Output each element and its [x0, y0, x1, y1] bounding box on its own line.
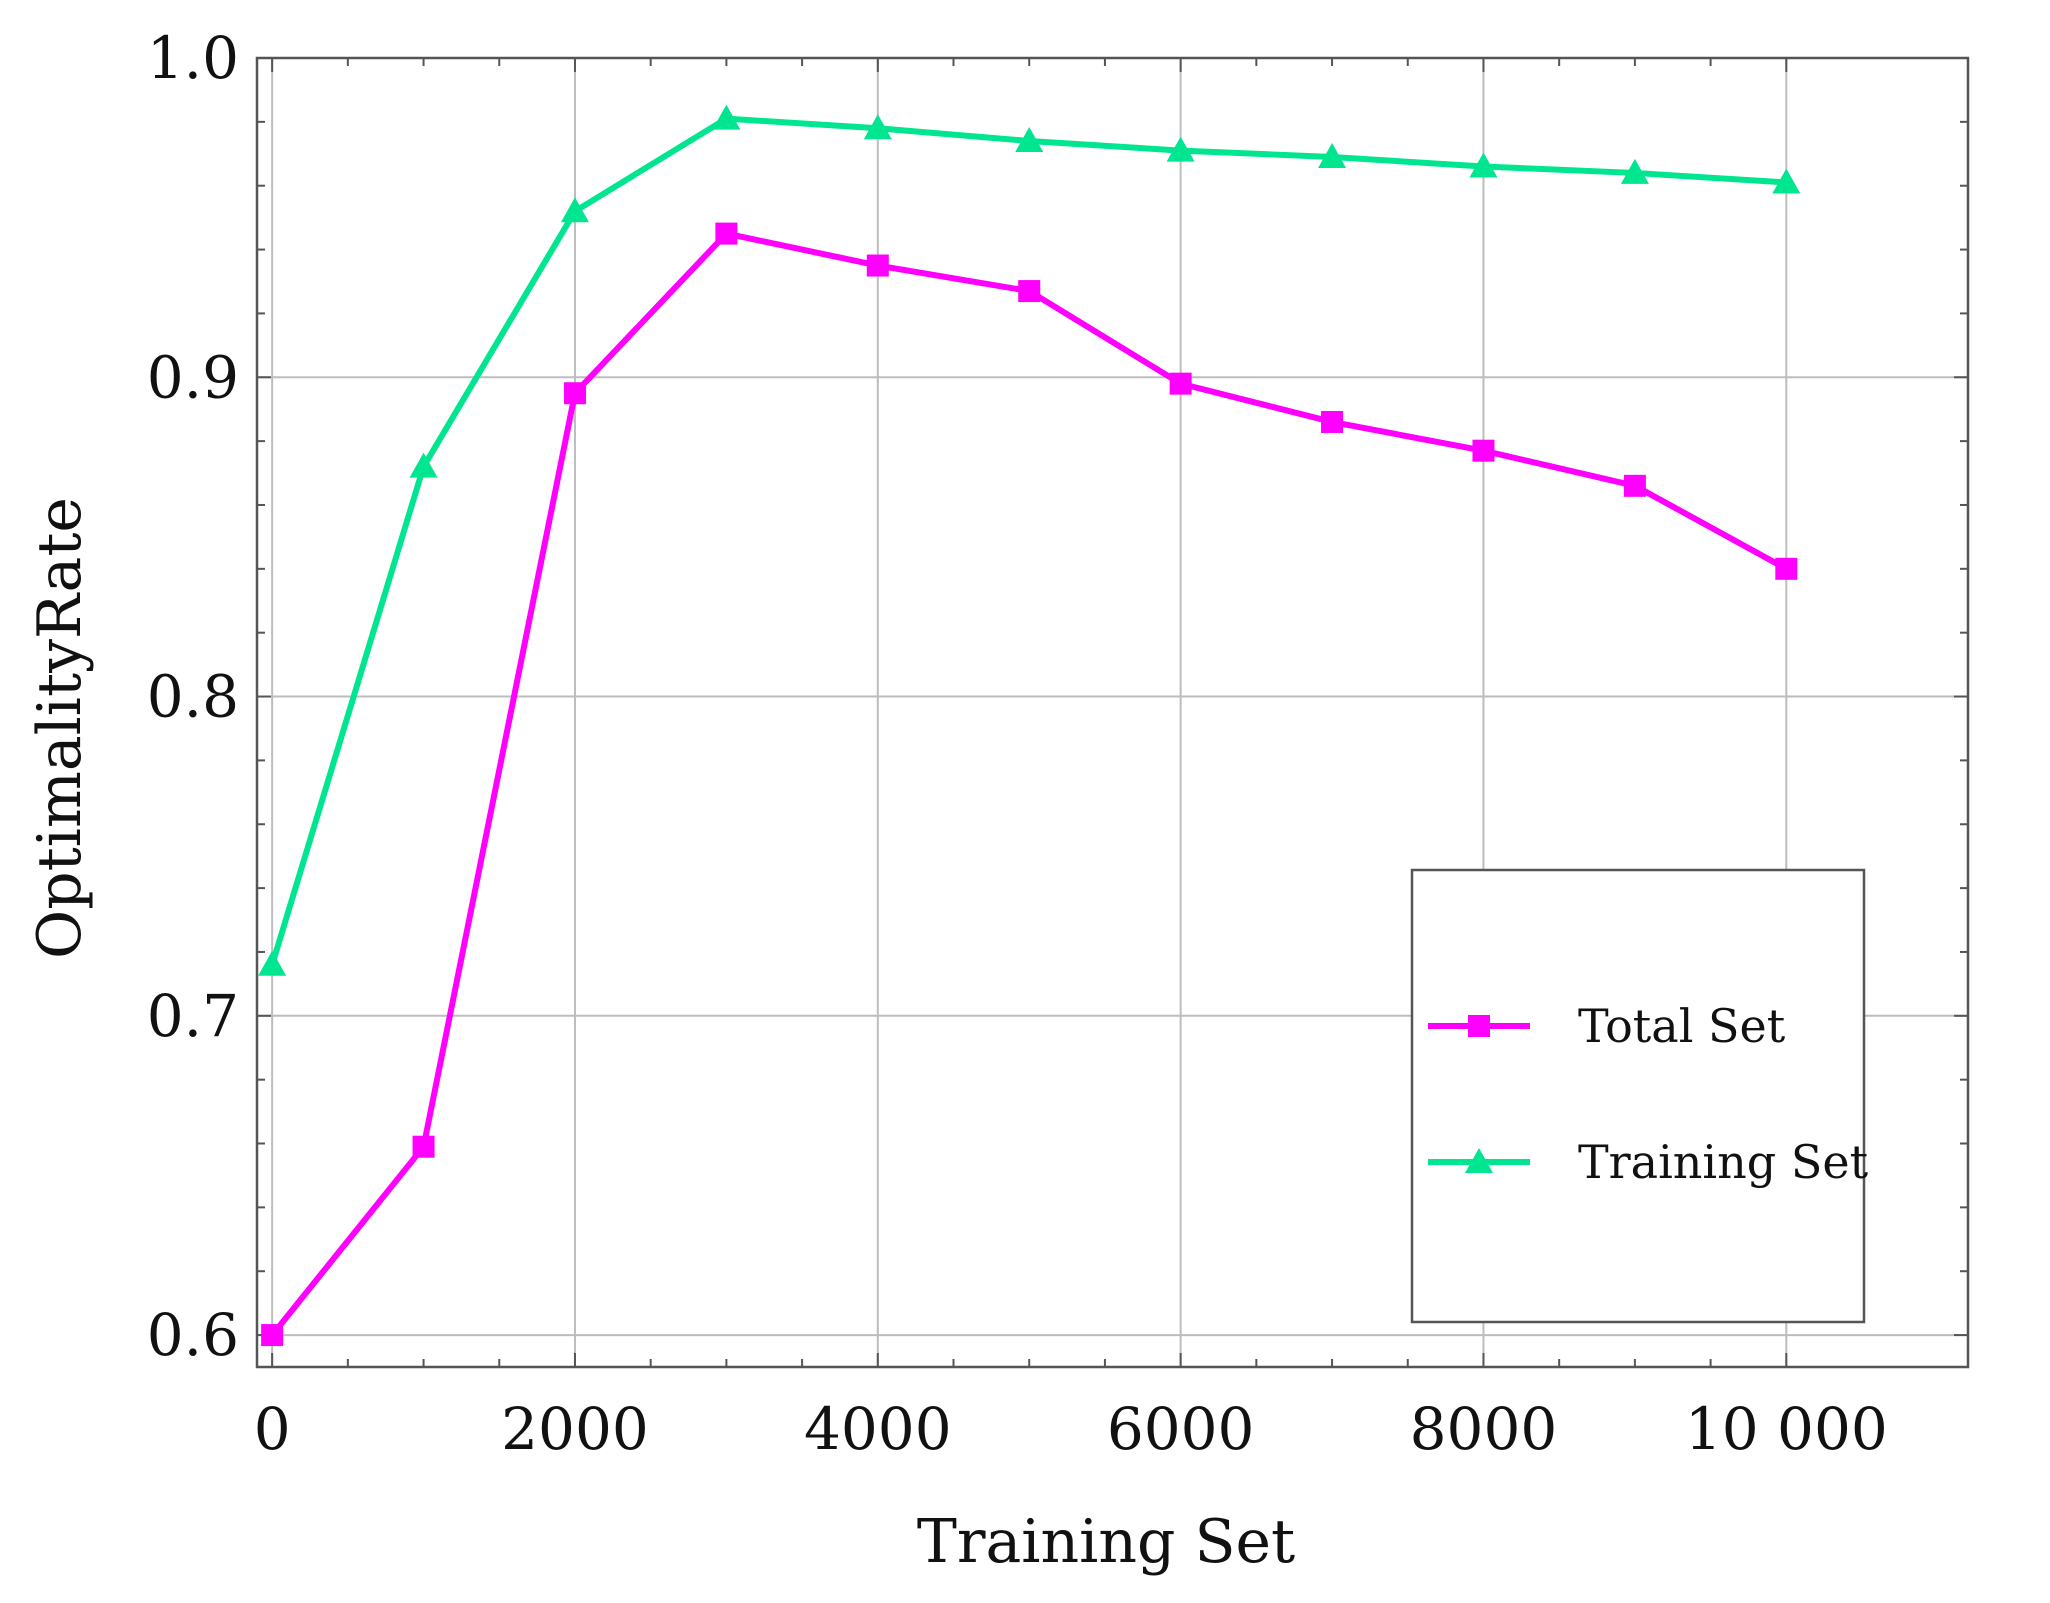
y-tick-label: 1.0 [147, 24, 239, 92]
series-total-set [261, 222, 1798, 1347]
plot-frame [255, 56, 1970, 1369]
data-point-training-set [409, 452, 438, 478]
legend: Total Set Training Set [1410, 868, 1869, 1324]
legend-label: Total Set [1578, 999, 1786, 1053]
legend-marker [1465, 1148, 1493, 1173]
data-point-total-set [715, 222, 738, 245]
legend-box [1410, 868, 1866, 1324]
data-point-total-set [1472, 439, 1495, 462]
y-tick-label: 0.6 [147, 1301, 239, 1369]
data-point-training-set [560, 197, 589, 223]
data-point-training-set [712, 104, 741, 130]
x-tick-label: 2000 [501, 1395, 649, 1463]
legend-item-total-set: Total Set [1428, 999, 1786, 1053]
data-point-total-set [866, 254, 889, 277]
data-point-total-set [1623, 474, 1646, 497]
y-axis-title: OptimalityRate [25, 497, 95, 959]
series-training-set [258, 104, 1801, 976]
data-point-training-set [258, 950, 287, 976]
x-tick-labels: 0 2000 4000 6000 8000 10 000 [254, 1395, 1888, 1463]
y-tick-label: 0.8 [147, 663, 239, 731]
data-point-training-set [1318, 142, 1347, 168]
y-tick-label: 0.7 [147, 982, 239, 1050]
data-point-total-set [1018, 280, 1041, 303]
x-tick-label: 4000 [804, 1395, 952, 1463]
data-point-total-set [563, 382, 586, 405]
data-point-total-set [1321, 410, 1344, 433]
data-point-training-set [1772, 168, 1801, 194]
x-axis-title: Training Set [917, 1507, 1295, 1577]
legend-item-training-set: Training Set [1428, 1135, 1869, 1189]
x-tick-label: 0 [254, 1395, 291, 1463]
data-point-training-set [1620, 158, 1649, 184]
data-point-total-set [1169, 372, 1192, 395]
series-layer [258, 104, 1801, 1347]
x-tick-label: 10 000 [1685, 1395, 1888, 1463]
data-point-training-set [1469, 152, 1498, 178]
x-tick-label: 6000 [1107, 1395, 1255, 1463]
data-point-training-set [1015, 127, 1044, 153]
y-tick-label: 0.9 [147, 343, 239, 411]
data-point-training-set [1166, 136, 1195, 162]
data-point-total-set [261, 1324, 284, 1347]
legend-marker [1468, 1015, 1490, 1037]
data-point-training-set [863, 114, 892, 140]
x-tick-label: 8000 [1410, 1395, 1558, 1463]
data-point-total-set [1775, 557, 1798, 580]
data-point-total-set [412, 1135, 435, 1158]
y-tick-labels: 0.6 0.7 0.8 0.9 1.0 [147, 24, 239, 1369]
legend-label: Training Set [1578, 1135, 1869, 1189]
legend-items: Total Set Training Set [1428, 999, 1869, 1189]
